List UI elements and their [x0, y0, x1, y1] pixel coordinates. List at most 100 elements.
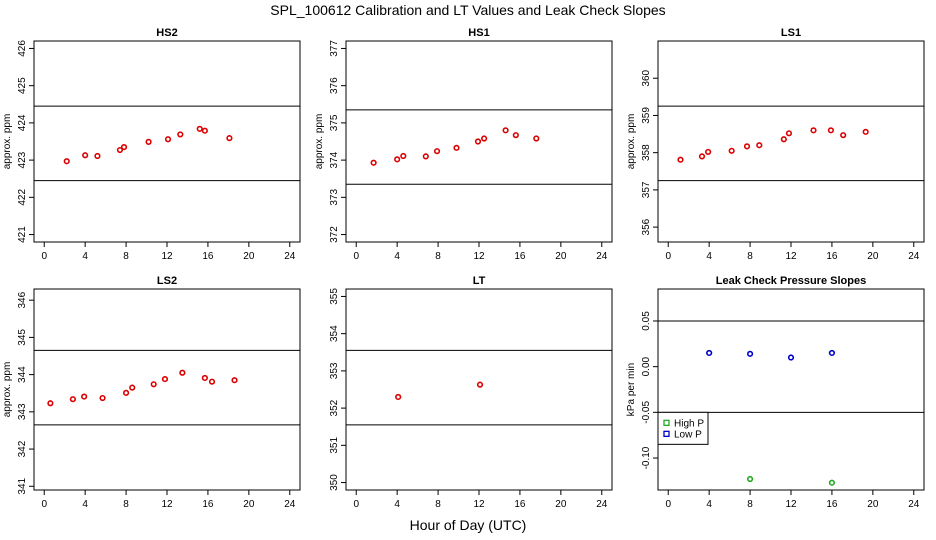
x-tick-label: 4 [82, 251, 88, 262]
x-tick-label: 0 [665, 251, 671, 262]
x-tick-label: 24 [284, 251, 296, 262]
x-tick-label: 16 [202, 499, 214, 510]
x-tick-label: 8 [747, 251, 753, 262]
legend-label: High P [674, 418, 704, 429]
y-tick-label: 0.05 [641, 311, 652, 331]
y-axis-label: approx. ppm [2, 114, 13, 170]
x-tick-label: 16 [826, 251, 838, 262]
x-tick-label: 4 [706, 251, 712, 262]
data-point [122, 389, 130, 396]
panel-5: LT 0 4 8 12 16 20 24 350 351 352 353 354 355 [329, 275, 613, 510]
x-tick-label: 0 [353, 251, 359, 262]
y-tick-label: 352 [329, 399, 340, 416]
data-point [433, 148, 441, 155]
data-point [201, 127, 208, 134]
x-tick-label: 0 [353, 499, 359, 510]
x-tick-label: 0 [41, 499, 47, 510]
data-point [99, 394, 106, 402]
x-tick-label: 8 [123, 251, 129, 262]
plot-frame [33, 288, 301, 491]
data-point [208, 378, 216, 385]
data-point [226, 135, 233, 142]
x-tick-label: 4 [82, 499, 88, 510]
y-tick-label: 351 [329, 437, 340, 454]
y-tick-label: 426 [17, 40, 28, 57]
data-point [196, 125, 203, 132]
panel-2: HS1 0 4 8 12 16 20 24 372 373 374 375 376 377 approx. … [314, 27, 613, 262]
x-tick-label: 8 [747, 499, 753, 510]
x-tick-label: 4 [706, 499, 712, 510]
legend-label: Low P [674, 429, 702, 440]
y-tick-label: 421 [17, 226, 28, 243]
y-axis-label: approx. ppm [2, 362, 13, 418]
data-point [164, 136, 172, 143]
data-point [677, 156, 684, 163]
x-tick-label: 8 [435, 499, 441, 510]
x-tick-label: 20 [555, 499, 567, 510]
y-tick-label: 425 [17, 77, 28, 94]
data-point [116, 146, 124, 154]
data-point [94, 152, 101, 160]
legend-swatch [663, 419, 670, 426]
data-point [400, 152, 407, 160]
y-axis-label: approx. ppm [626, 114, 637, 170]
data-point [474, 138, 482, 145]
legend-box [657, 411, 709, 445]
y-tick-label: -0.10 [641, 446, 652, 469]
x-tick-label: 24 [908, 251, 920, 262]
panel-title: Leak Check Pressure Slopes [716, 275, 866, 287]
x-tick-label: 16 [514, 499, 526, 510]
data-point [370, 159, 377, 166]
data-point [862, 128, 869, 135]
y-tick-label: 355 [329, 288, 340, 305]
x-tick-label: 16 [514, 251, 526, 262]
data-point [47, 400, 54, 407]
data-point [394, 156, 401, 163]
data-point [698, 153, 706, 160]
data-point [533, 135, 540, 142]
data-point [756, 142, 763, 149]
y-tick-label: 342 [17, 440, 28, 457]
x-tick-label: 12 [473, 499, 485, 510]
data-point [69, 396, 76, 403]
x-tick-label: 24 [908, 499, 920, 510]
y-tick-label: 424 [17, 114, 28, 131]
y-tick-label: 375 [329, 114, 340, 131]
data-point [828, 349, 836, 357]
data-point [120, 143, 128, 151]
data-point [481, 135, 488, 142]
x-tick-label: 20 [243, 499, 255, 510]
data-point [828, 479, 836, 486]
x-tick-label: 12 [473, 251, 485, 262]
panel-6: Leak Check Pressure Slopes 0 4 8 12 16 20 24 -0.… [626, 275, 925, 510]
data-point [422, 153, 429, 160]
data-point [706, 349, 713, 357]
x-tick-label: 12 [161, 499, 173, 510]
x-tick-label: 0 [41, 251, 47, 262]
plot-frame [345, 40, 613, 243]
x-tick-label: 12 [785, 251, 797, 262]
plot-frame [345, 288, 613, 491]
y-tick-label: 376 [329, 77, 340, 94]
x-tick-label: 4 [394, 499, 400, 510]
data-point [129, 384, 136, 391]
data-point [82, 152, 89, 159]
panel-title: HS2 [156, 27, 177, 39]
y-tick-label: 356 [641, 218, 652, 235]
x-tick-label: 24 [596, 251, 608, 262]
data-point [810, 127, 817, 134]
panel-title: LS1 [781, 27, 801, 39]
data-point [787, 354, 795, 361]
data-point [476, 381, 484, 388]
x-tick-label: 8 [123, 499, 129, 510]
data-point [150, 381, 157, 388]
y-axis-label: kPa per min [626, 363, 637, 416]
data-point [81, 393, 88, 400]
y-tick-label: 345 [17, 329, 28, 346]
data-point [840, 132, 847, 139]
x-tick-label: 16 [826, 499, 838, 510]
x-tick-label: 4 [394, 251, 400, 262]
y-tick-label: 0.00 [641, 356, 652, 376]
panel-4: LS2 0 4 8 12 16 20 24 341 342 343 344 345 346 approx. … [2, 275, 301, 510]
